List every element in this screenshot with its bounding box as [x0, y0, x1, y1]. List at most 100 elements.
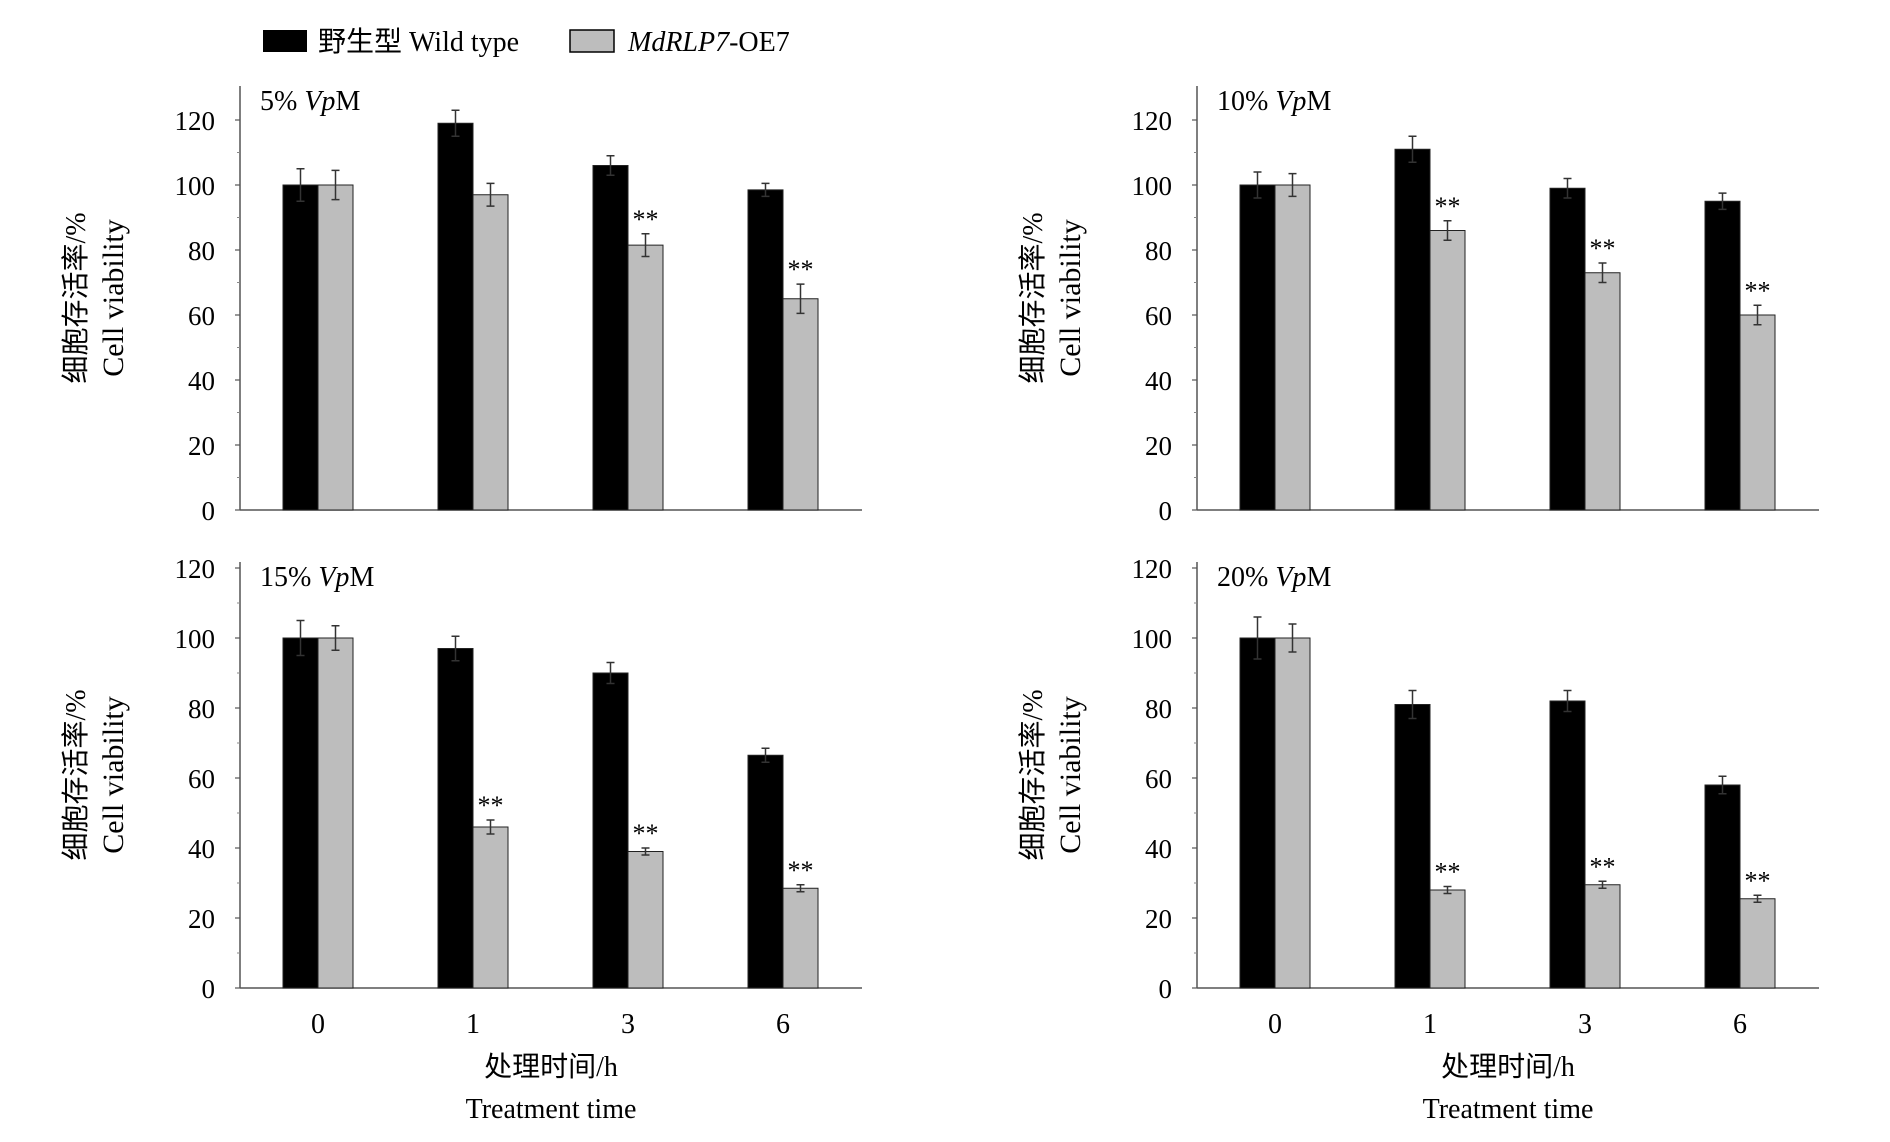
y-axis-label-en: Cell viability	[97, 219, 130, 377]
significance-marker: **	[1590, 852, 1616, 881]
x-tick-label: 6	[776, 1009, 790, 1040]
panel-title-italic: Vp	[1275, 86, 1306, 117]
significance-marker: **	[1435, 858, 1461, 887]
y-axis-label-en: Cell viability	[97, 696, 130, 854]
bar-wild-type	[747, 189, 784, 511]
bar-oe7	[1274, 637, 1311, 989]
significance-marker: **	[1435, 192, 1461, 221]
y-tick-label: 80	[1145, 236, 1172, 266]
y-tick-label: 120	[175, 554, 216, 584]
bar-oe7	[1274, 184, 1311, 511]
y-tick-label: 20	[1145, 431, 1172, 461]
bar-oe7	[1584, 884, 1621, 989]
bar-wild-type	[592, 672, 629, 989]
panel-title: 20% VpM	[1217, 562, 1331, 593]
y-tick-label: 120	[175, 106, 216, 136]
bar-wild-type	[282, 637, 319, 989]
y-axis-label-cn: 细胞存活率/%	[1017, 212, 1049, 383]
x-axis-label-cn: 处理时间/h	[484, 1051, 618, 1083]
legend-label-wild-type: 野生型 Wild type	[318, 26, 519, 58]
y-tick-label: 40	[188, 834, 215, 864]
x-tick-label: 1	[466, 1009, 480, 1040]
bar-wild-type	[747, 754, 784, 989]
panel-title-italic: Vp	[304, 86, 335, 117]
y-tick-label: 100	[1132, 171, 1173, 201]
y-tick-label: 40	[1145, 834, 1172, 864]
bar-oe7	[627, 244, 664, 511]
panel-title-suffix: M	[349, 562, 374, 593]
y-tick-label: 0	[202, 496, 216, 526]
bar-oe7	[472, 826, 509, 989]
y-tick-label: 0	[1159, 974, 1173, 1004]
legend-label-oe7: MdRLP7-OE7	[627, 27, 790, 58]
x-tick-label: 3	[621, 1009, 635, 1040]
y-axis-label-cn: 细胞存活率/%	[60, 689, 92, 860]
x-tick-label: 0	[1268, 1009, 1282, 1040]
panel-title-suffix: M	[1306, 562, 1331, 593]
legend-swatch-wild-type	[263, 30, 307, 52]
panel-2: 0 20 40 60 80 100 120 10% VpM 细胞存活率/% Cell viabil…	[1017, 86, 1819, 526]
y-tick-label: 60	[1145, 764, 1172, 794]
bar-wild-type	[437, 122, 474, 511]
bar-wild-type	[1394, 148, 1431, 511]
y-axis-label-cn: 细胞存活率/%	[60, 212, 92, 383]
x-axis-label-en: Treatment time	[1423, 1094, 1594, 1125]
x-tick-label: 3	[1578, 1009, 1592, 1040]
bar-oe7	[1429, 889, 1466, 989]
y-axis-label-cn: 细胞存活率/%	[1017, 689, 1049, 860]
y-tick-label: 80	[1145, 694, 1172, 724]
significance-marker: **	[1745, 276, 1771, 305]
panel-title-suffix: M	[1306, 86, 1331, 117]
panel-1: 0 20 40 60 80 100 120 5% VpM 细胞存活率/% Cell viabili…	[60, 86, 862, 526]
y-tick-label: 80	[188, 236, 215, 266]
bar-wild-type	[1549, 187, 1586, 511]
bar-wild-type	[1394, 704, 1431, 989]
significance-marker: **	[633, 819, 659, 848]
bar-wild-type	[1239, 637, 1276, 989]
panel-title: 15% VpM	[260, 562, 374, 593]
bar-wild-type	[592, 165, 629, 511]
y-tick-label: 40	[1145, 366, 1172, 396]
x-axis-label-cn: 处理时间/h	[1441, 1051, 1575, 1083]
x-tick-label: 6	[1733, 1009, 1747, 1040]
x-axis-label-en: Treatment time	[466, 1094, 637, 1125]
bar-wild-type	[1239, 184, 1276, 511]
y-tick-label: 20	[188, 431, 215, 461]
panel-title: 10% VpM	[1217, 86, 1331, 117]
bar-wild-type	[1549, 700, 1586, 989]
bar-oe7	[317, 637, 354, 989]
panel-title: 5% VpM	[260, 86, 360, 117]
panel-title-italic: Vp	[1275, 562, 1306, 593]
panel-title-prefix: 10%	[1217, 86, 1275, 117]
bar-wild-type	[437, 648, 474, 989]
y-tick-label: 120	[1132, 554, 1173, 584]
y-tick-label: 120	[1132, 106, 1173, 136]
bar-oe7	[782, 887, 819, 989]
panel-title-prefix: 5%	[260, 86, 304, 117]
significance-marker: **	[1590, 234, 1616, 263]
bar-oe7	[317, 184, 354, 511]
panel-title-prefix: 20%	[1217, 562, 1275, 593]
bar-wild-type	[282, 184, 319, 511]
y-tick-label: 60	[188, 301, 215, 331]
bar-oe7	[782, 298, 819, 511]
y-tick-label: 60	[188, 764, 215, 794]
significance-marker: **	[788, 856, 814, 885]
bar-wild-type	[1704, 784, 1741, 989]
significance-marker: **	[633, 205, 659, 234]
significance-marker: **	[788, 255, 814, 284]
y-axis-label-en: Cell viability	[1054, 219, 1087, 377]
bar-oe7	[1739, 898, 1776, 989]
y-tick-label: 40	[188, 366, 215, 396]
bar-oe7	[1739, 314, 1776, 511]
y-tick-label: 60	[1145, 301, 1172, 331]
significance-marker: **	[1745, 866, 1771, 895]
bar-oe7	[627, 851, 664, 989]
y-tick-label: 100	[175, 624, 216, 654]
y-axis-label-en: Cell viability	[1054, 696, 1087, 854]
legend: 野生型 Wild type MdRLP7-OE7	[263, 26, 790, 58]
bar-oe7	[1584, 272, 1621, 511]
